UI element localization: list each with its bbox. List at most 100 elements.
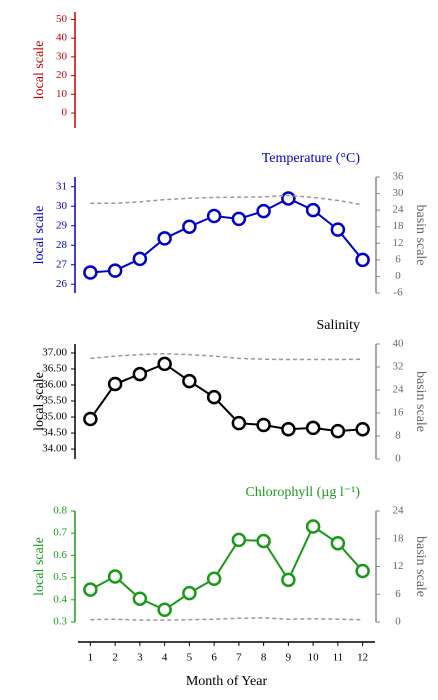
y-tick-label: 28 (56, 239, 68, 251)
x-tick-label: 5 (187, 652, 193, 664)
point (355, 252, 370, 268)
y2-tick-label: 12 (393, 560, 404, 572)
point (107, 376, 123, 392)
y2-tick-label: 18 (393, 532, 405, 544)
panel-title: Temperature (°C) (262, 151, 361, 166)
x-tick-label: 10 (308, 652, 320, 664)
x-tick-label: 4 (162, 652, 168, 664)
point (83, 582, 98, 597)
y-tick-label: 36.00 (42, 379, 67, 391)
y-tick-label: 0.3 (53, 616, 67, 628)
point (182, 219, 197, 234)
y2-tick-label: 24 (393, 505, 405, 517)
series-line (90, 197, 364, 274)
point (305, 202, 321, 218)
x-axis-label: Month of Year (186, 674, 268, 689)
point (281, 572, 296, 588)
x-tick-label: 11 (333, 652, 344, 664)
point (206, 571, 222, 586)
y-tick-label: 34.50 (42, 427, 67, 439)
point (157, 231, 172, 246)
basin-line (90, 617, 363, 621)
y2-tick-label: 6 (395, 588, 401, 600)
y-tick-label: 37.00 (42, 347, 67, 359)
y2-tick-label: -6 (393, 287, 403, 299)
point (281, 191, 296, 206)
y-tick-label: 0.7 (53, 527, 67, 539)
point (132, 591, 148, 606)
y2-tick-label: 24 (393, 204, 405, 216)
x-tick-label: 1 (88, 652, 94, 664)
point (83, 265, 98, 280)
point (256, 533, 271, 549)
x-tick-label: 6 (211, 652, 217, 664)
x-tick-label: 9 (286, 652, 292, 664)
y2-axis-label: basin scale (413, 371, 428, 432)
panel-title: Salinity (316, 318, 360, 333)
point (231, 532, 247, 548)
y2-tick-label: 6 (395, 253, 401, 265)
point (355, 421, 370, 437)
y-tick-label: 50 (56, 13, 68, 25)
point (157, 356, 172, 372)
x-tick-label: 8 (261, 652, 267, 664)
point (256, 417, 271, 433)
point (83, 411, 98, 427)
y2-tick-label: 12 (393, 237, 404, 249)
y2-tick-label: 0 (395, 616, 401, 628)
point (132, 251, 148, 267)
y-tick-label: 0.8 (53, 505, 67, 517)
series-line (89, 362, 363, 433)
point (281, 421, 296, 437)
y2-tick-label: 0 (395, 270, 401, 282)
y-tick-label: 35.50 (42, 395, 67, 407)
point (231, 415, 247, 431)
y2-tick-label: 30 (393, 187, 405, 199)
y-tick-label: 0.5 (53, 571, 67, 583)
point (157, 602, 172, 618)
point (330, 222, 346, 237)
y2-axis-label: basin scale (413, 204, 428, 265)
point (231, 211, 247, 227)
x-tick-label: 3 (137, 652, 143, 664)
y2-tick-label: 40 (393, 338, 405, 350)
y-tick-label: 31 (56, 180, 67, 192)
series-line (89, 525, 364, 611)
y2-tick-label: 0 (395, 453, 401, 465)
y-tick-label: 10 (56, 88, 68, 100)
y2-tick-label: 24 (393, 384, 405, 396)
point (206, 389, 222, 405)
point (330, 423, 346, 439)
point (256, 203, 271, 219)
point (355, 563, 370, 579)
y-tick-label: 26 (56, 278, 68, 290)
point (206, 208, 222, 224)
y-tick-label: 0.6 (53, 549, 67, 561)
basin-line (90, 353, 363, 361)
point (107, 263, 123, 278)
x-tick-label: 7 (236, 652, 242, 664)
panel-title: Chlorophyll (µg l⁻¹) (245, 485, 360, 500)
y-tick-label: 20 (56, 69, 68, 81)
y2-tick-label: 32 (393, 361, 404, 373)
y2-tick-label: 8 (395, 430, 401, 442)
y2-axis-label: basin scale (413, 536, 428, 597)
y2-tick-label: 36 (393, 171, 405, 183)
y-tick-label: 0.4 (53, 593, 67, 605)
y-tick-label: 0 (62, 107, 68, 119)
y-tick-label: 30 (56, 200, 68, 212)
y2-tick-label: 18 (393, 220, 405, 232)
point (305, 519, 321, 534)
point (305, 420, 321, 436)
y-axis-label: local scale (32, 41, 47, 100)
point (107, 569, 123, 584)
y-tick-label: 27 (56, 258, 68, 270)
point (132, 366, 148, 382)
y-tick-label: 35.00 (42, 411, 67, 423)
y-tick-label: 29 (56, 219, 68, 231)
y-axis-label: local scale (32, 372, 47, 431)
y-tick-label: 36.50 (42, 363, 67, 375)
y-axis-label: local scale (32, 537, 47, 596)
